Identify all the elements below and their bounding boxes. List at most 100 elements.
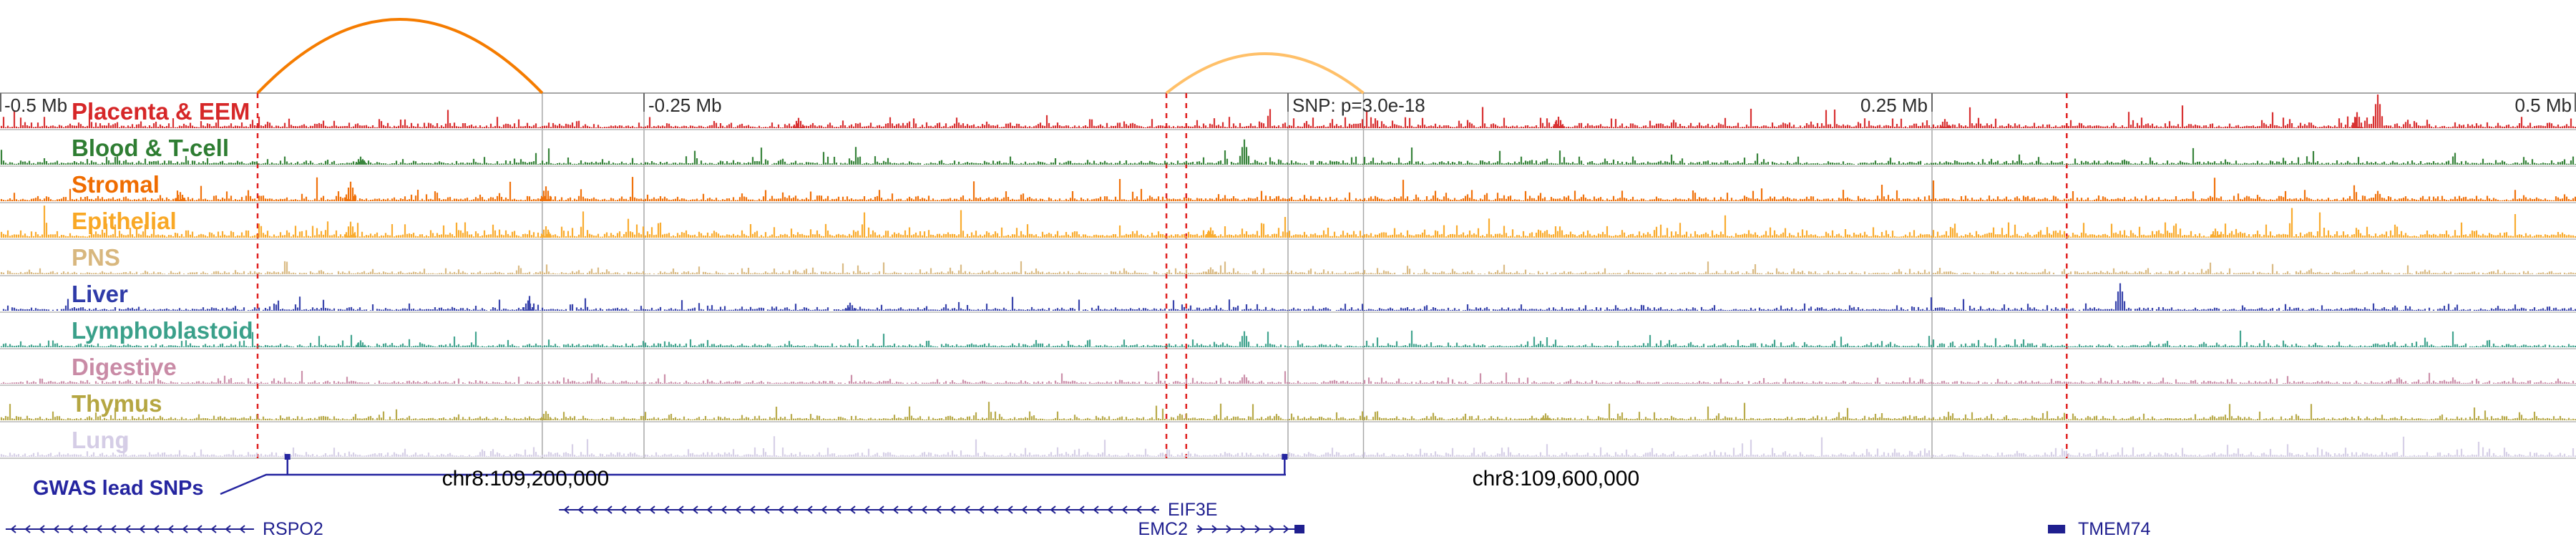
coordinate-label: chr8:109,200,000 — [441, 467, 610, 490]
ruler-tick-label: -0.5 Mb — [4, 95, 68, 116]
ruler-tick-label: -0.25 Mb — [648, 95, 722, 116]
strand-arrow-icon — [1050, 505, 1056, 514]
track-label-blood-t-cell[interactable]: Blood & T-cell — [72, 135, 230, 161]
strand-arrow-icon — [1121, 505, 1128, 514]
strand-arrow-icon — [592, 505, 598, 514]
strand-arrow-icon — [921, 505, 927, 514]
strand-arrow-icon — [196, 525, 203, 533]
strand-arrow-icon — [1136, 505, 1142, 514]
strand-arrow-icon — [110, 525, 117, 533]
gwas-snp-marker[interactable] — [1282, 454, 1288, 460]
strand-arrow-icon — [1226, 525, 1232, 533]
strand-arrow-icon — [892, 505, 899, 514]
strand-arrow-icon — [1093, 505, 1099, 514]
strand-arrow-icon — [167, 525, 174, 533]
strand-arrow-icon — [563, 505, 570, 514]
strand-arrow-icon — [53, 525, 59, 533]
track-signal-blood-t-cell[interactable] — [0, 139, 2576, 165]
coordinate-label: chr8:109,600,000 — [1472, 467, 1640, 490]
track-label-liver[interactable]: Liver — [72, 281, 128, 307]
track-signal-pns[interactable] — [0, 261, 2576, 274]
track-label-epithelial[interactable]: Epithelial — [72, 208, 177, 234]
gwas-snp-marker[interactable] — [284, 454, 291, 460]
strand-arrow-icon — [24, 525, 31, 533]
strand-arrow-icon — [864, 505, 870, 514]
gene-tmem74[interactable]: TMEM74 — [2048, 519, 2151, 537]
strand-arrow-icon — [10, 525, 16, 533]
strand-arrow-icon — [763, 505, 770, 514]
strand-arrow-icon — [806, 505, 813, 514]
strand-arrow-icon — [182, 525, 188, 533]
strand-arrow-icon — [620, 505, 627, 514]
strand-arrow-icon — [577, 505, 584, 514]
strand-arrow-icon — [821, 505, 827, 514]
strand-arrow-icon — [225, 525, 231, 533]
strand-arrow-icon — [1078, 505, 1085, 514]
strand-arrow-icon — [935, 505, 942, 514]
strand-arrow-icon — [139, 525, 145, 533]
strand-arrow-icon — [1211, 525, 1218, 533]
interaction-arc-1[interactable] — [256, 18, 544, 95]
track-label-placenta-eem[interactable]: Placenta & EEM — [72, 98, 250, 125]
strand-arrow-icon — [663, 505, 670, 514]
track-label-lung[interactable]: Lung — [72, 427, 130, 453]
gene-emc2[interactable]: EMC2 — [1138, 519, 1304, 537]
track-label-thymus[interactable]: Thymus — [72, 390, 162, 417]
track-signal-stromal[interactable] — [0, 177, 2576, 201]
strand-arrow-icon — [210, 525, 217, 533]
strand-arrow-icon — [749, 505, 756, 514]
strand-arrow-icon — [878, 505, 884, 514]
strand-arrow-icon — [950, 505, 956, 514]
track-signal-lymphoblastoid[interactable] — [0, 330, 2576, 347]
strand-arrow-icon — [1150, 505, 1156, 514]
strand-arrow-icon — [964, 505, 970, 514]
track-signal-thymus[interactable] — [0, 402, 2576, 420]
strand-arrow-icon — [1254, 525, 1261, 533]
strand-arrow-icon — [692, 505, 698, 514]
track-label-pns[interactable]: PNS — [72, 244, 120, 271]
gene-label-rspo2: RSPO2 — [263, 519, 323, 537]
strand-arrow-icon — [239, 525, 245, 533]
strand-arrow-icon — [849, 505, 856, 514]
strand-arrow-icon — [907, 505, 913, 514]
strand-arrow-icon — [1107, 505, 1113, 514]
track-label-stromal[interactable]: Stromal — [72, 171, 160, 198]
strand-arrow-icon — [635, 505, 641, 514]
track-label-lymphoblastoid[interactable]: Lymphoblastoid — [72, 317, 253, 344]
interaction-arc-2[interactable] — [1165, 52, 1365, 95]
track-signal-digestive[interactable] — [0, 371, 2576, 384]
strand-arrow-icon — [678, 505, 684, 514]
strand-arrow-icon — [39, 525, 45, 533]
gene-label-eif3e: EIF3E — [1168, 500, 1217, 520]
strand-arrow-icon — [1283, 525, 1289, 533]
gwas-lead-snps-track[interactable] — [220, 454, 1288, 495]
strand-arrow-icon — [1197, 525, 1204, 533]
strand-arrow-icon — [67, 525, 74, 533]
gene-exon-box[interactable] — [2048, 525, 2066, 533]
strand-arrow-icon — [1007, 505, 1013, 514]
gene-exon-box[interactable] — [1294, 525, 1304, 533]
strand-arrow-icon — [606, 505, 613, 514]
strand-arrow-icon — [96, 525, 102, 533]
strand-arrow-icon — [153, 525, 160, 533]
strand-arrow-icon — [1269, 525, 1275, 533]
ruler-tick-label: 0.25 Mb — [1860, 95, 1928, 116]
track-signal-epithelial[interactable] — [0, 205, 2576, 238]
track-signal-liver[interactable] — [2, 283, 2576, 311]
gene-eif3e[interactable]: EIF3E — [559, 500, 1217, 520]
gene-label-emc2: EMC2 — [1138, 519, 1188, 537]
gene-rspo2[interactable]: RSPO2 — [5, 519, 323, 537]
strand-arrow-icon — [978, 505, 985, 514]
strand-arrow-icon — [1035, 505, 1042, 514]
strand-arrow-icon — [1240, 525, 1246, 533]
gwas-baseline — [220, 473, 1286, 495]
track-signal-placenta-eem[interactable] — [0, 95, 2576, 128]
gwas-lead-snps-label[interactable]: GWAS lead SNPs — [33, 477, 204, 500]
strand-arrow-icon — [835, 505, 841, 514]
track-label-digestive[interactable]: Digestive — [72, 354, 177, 380]
strand-arrow-icon — [82, 525, 88, 533]
strand-arrow-icon — [721, 505, 727, 514]
strand-arrow-icon — [735, 505, 741, 514]
